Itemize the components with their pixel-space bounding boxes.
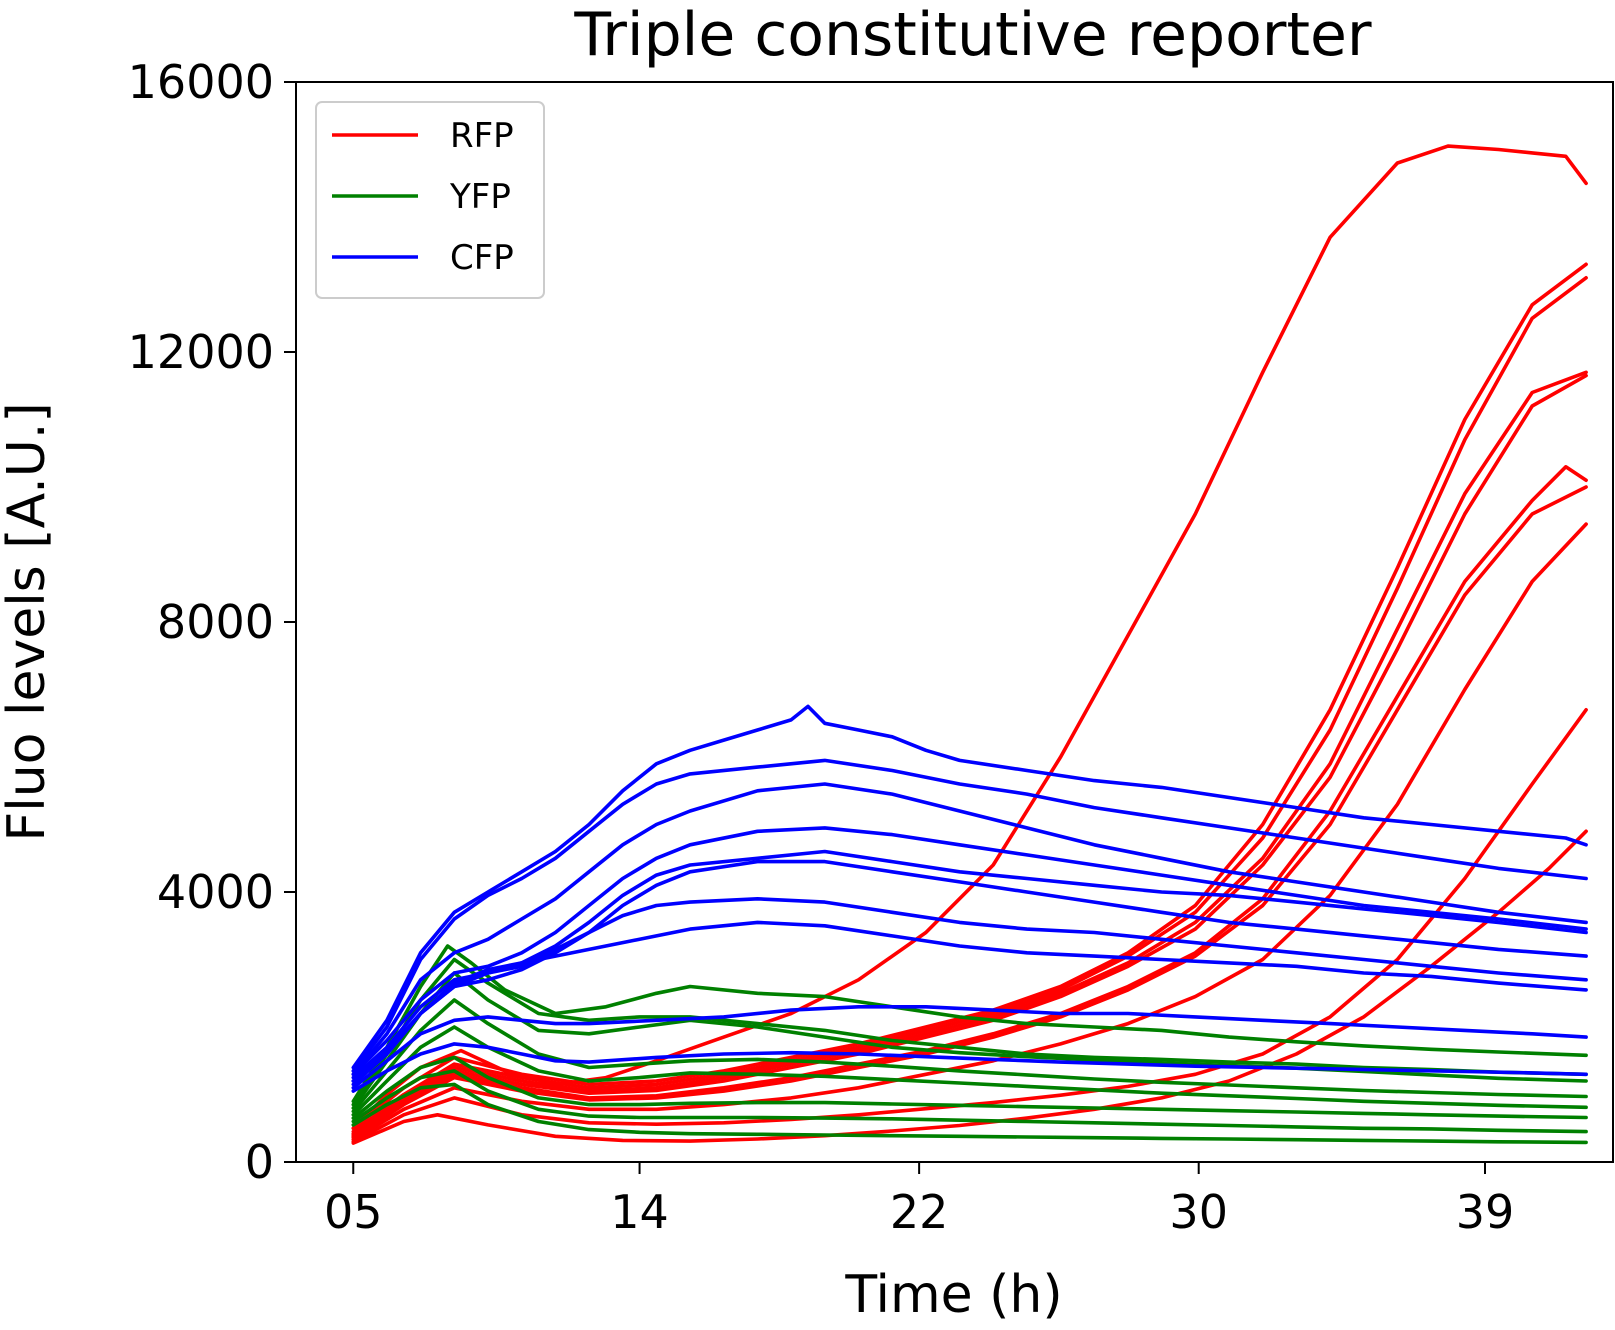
rfp-trace-4: [351, 370, 1588, 1136]
y-tick-label: 8000: [157, 595, 274, 649]
cfp-trace-10: [351, 1042, 1588, 1093]
legend-label-rfp: RFP: [450, 116, 514, 156]
cfp-trace-9: [351, 1005, 1588, 1090]
rfp-trace-10: [351, 829, 1588, 1145]
chart-title: Triple constitutive reporter: [573, 0, 1372, 70]
plot-lines: [351, 144, 1588, 1145]
rfp-trace-6: [351, 465, 1588, 1139]
legend-label-cfp: CFP: [450, 238, 514, 278]
cfp-trace-3: [351, 782, 1588, 1077]
x-tick-label: 30: [1169, 1185, 1228, 1239]
x-tick-label: 05: [324, 1185, 383, 1239]
y-axis: 0 4000 8000 12000 16000: [128, 55, 296, 1189]
cfp-trace-1: [351, 704, 1588, 1070]
x-axis: 05 14 22 30 39: [324, 1162, 1514, 1239]
legend-label-yfp: YFP: [449, 177, 511, 217]
yfp-trace-4: [351, 998, 1588, 1114]
yfp-trace-1: [351, 944, 1588, 1104]
legend: RFP YFP CFP: [315, 101, 545, 299]
cfp-trace-7: [351, 897, 1588, 1083]
cfp-trace-4: [351, 826, 1588, 1077]
yfp-trace-7: [351, 1069, 1588, 1134]
yfp-trace-8: [351, 1082, 1588, 1145]
x-tick-label: 39: [1456, 1185, 1515, 1239]
legend-box: [315, 101, 545, 299]
cfp-trace-8: [351, 920, 1588, 1087]
x-tick-label: 22: [890, 1185, 949, 1239]
yfp-trace-5: [351, 1025, 1588, 1117]
rfp-trace-2: [351, 262, 1588, 1131]
y-tick-label: 4000: [157, 865, 274, 919]
cfp-trace-6: [351, 859, 1588, 1083]
yfp-trace-6: [351, 1055, 1588, 1120]
cfp-trace-2: [351, 758, 1588, 1073]
x-tick-label: 14: [610, 1185, 669, 1239]
rfp-trace-5: [351, 373, 1588, 1137]
y-tick-label: 16000: [128, 55, 274, 109]
y-axis-label: Fluo levels [A.U.]: [0, 402, 57, 841]
y-tick-label: 0: [245, 1135, 274, 1189]
rfp-trace-3: [351, 276, 1588, 1134]
y-tick-label: 12000: [128, 325, 274, 379]
x-axis-label: Time (h): [844, 1265, 1062, 1325]
